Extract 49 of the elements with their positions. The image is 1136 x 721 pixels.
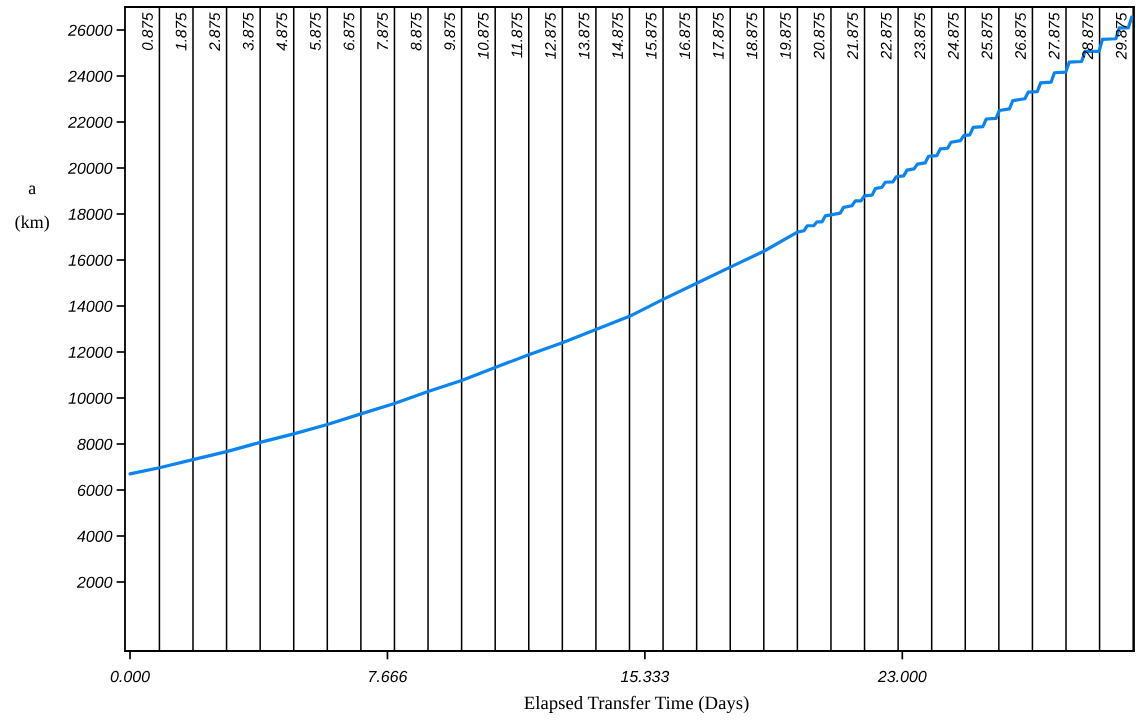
ref-line-label: 14.875 [612,12,624,59]
y-tick-label: 14000 [68,300,113,312]
ref-line-label: 11.875 [511,12,523,58]
x-tick-label: 0.000 [110,670,150,683]
ref-line-label: 29.875 [1115,12,1127,60]
y-tick-label: 26000 [67,24,113,36]
ref-line-label: 5.875 [310,12,321,51]
y-tick-label: 22000 [67,116,113,128]
y-tick-label: 8000 [77,438,113,450]
ref-line-label: 9.875 [444,12,456,51]
ref-line-label: 18.875 [746,12,758,59]
ref-line-label: 22.875 [880,12,892,60]
y-tick-label: 4000 [77,530,113,542]
x-tick-label: 15.333 [620,670,670,683]
x-tick-label: 23.000 [877,670,927,683]
x-axis-title: Elapsed Transfer Time (Days) [524,695,749,714]
ref-line-label: 19.875 [780,12,791,59]
ref-line-label: 0.875 [142,12,153,51]
y-tick-label: 6000 [77,484,113,496]
ref-line-label: 10.875 [477,12,489,59]
ref-line-label: 24.875 [947,12,959,60]
ref-line-label: 20.875 [813,12,825,60]
ref-line-label: 21.875 [847,12,859,60]
y-tick-label: 2000 [76,576,113,588]
ref-line-label: 25.875 [981,12,993,60]
ref-line-label: 12.875 [545,12,556,59]
ref-line-label: 26.875 [1015,12,1026,60]
y-tick-label: 18000 [68,208,113,220]
y-tick-label: 24000 [67,70,113,82]
y-tick-label: 20000 [67,162,113,174]
ref-line-label: 16.875 [679,12,691,59]
ref-line-label: 2.875 [209,12,221,51]
ref-line-label: 7.875 [377,12,388,50]
ref-line-label: 13.875 [578,12,590,59]
ref-line-label: 15.875 [645,12,657,59]
ref-line-label: 17.875 [712,12,724,59]
x-tick-label: 7.666 [369,670,408,683]
y-tick-label: 12000 [68,346,113,358]
ref-line-label: 23.875 [914,12,926,60]
ref-line-label: 6.875 [343,12,355,50]
y-tick-label: 10000 [68,392,113,404]
ref-line-label: 8.875 [410,12,422,51]
ref-line-label: 28.875 [1082,12,1094,60]
y-axis-title: a (km) [15,185,49,232]
y-tick-label: 16000 [68,254,113,266]
ref-line-label: 3.875 [242,12,254,51]
ref-line-label: 4.875 [276,12,288,51]
ref-line-label: 27.875 [1048,12,1060,60]
ref-line-label: 1.875 [175,12,187,51]
